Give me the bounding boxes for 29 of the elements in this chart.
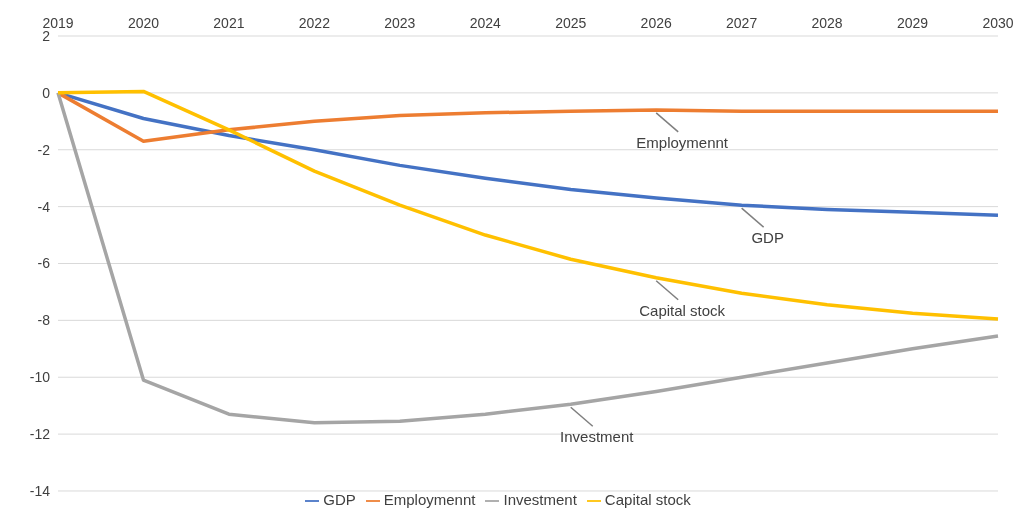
legend-label: Investment (503, 490, 577, 508)
x-tick-label: 2027 (726, 15, 758, 31)
x-tick-label: 2024 (469, 15, 502, 31)
x-tick-label: 2023 (384, 15, 416, 31)
y-tick-label: -4 (37, 198, 51, 215)
annotation: Capital stock (639, 301, 726, 319)
y-tick-label: -12 (29, 426, 51, 443)
y-tick-label: -14 (29, 482, 51, 499)
x-tick-label: 2021 (213, 15, 245, 31)
x-tick-label: 2030 (982, 15, 1014, 31)
y-tick-label: -10 (29, 369, 51, 386)
y-tick-label: 0 (42, 84, 51, 101)
line-series (56, 89, 1000, 321)
x-tick-label: 2028 (811, 15, 843, 31)
legend-label: GDP (323, 490, 356, 508)
legend-label: Capital stock (604, 490, 691, 508)
y-tick-label: -2 (37, 141, 51, 158)
y-tick-label: -8 (37, 312, 51, 329)
x-tick-label: 2025 (555, 15, 587, 31)
x-tick-label: 2026 (640, 15, 672, 31)
legend-label: Employmennt (383, 490, 476, 508)
y-tick-label: -6 (37, 255, 51, 272)
annotation: GDP (751, 229, 784, 247)
line-series (56, 91, 1000, 425)
x-tick-label: 2022 (298, 15, 331, 31)
annotation: Investment (560, 428, 635, 446)
x-tick-label: 2020 (127, 15, 160, 31)
x-tick-label: 2029 (896, 15, 929, 31)
annotation: Employmennt (636, 133, 729, 151)
